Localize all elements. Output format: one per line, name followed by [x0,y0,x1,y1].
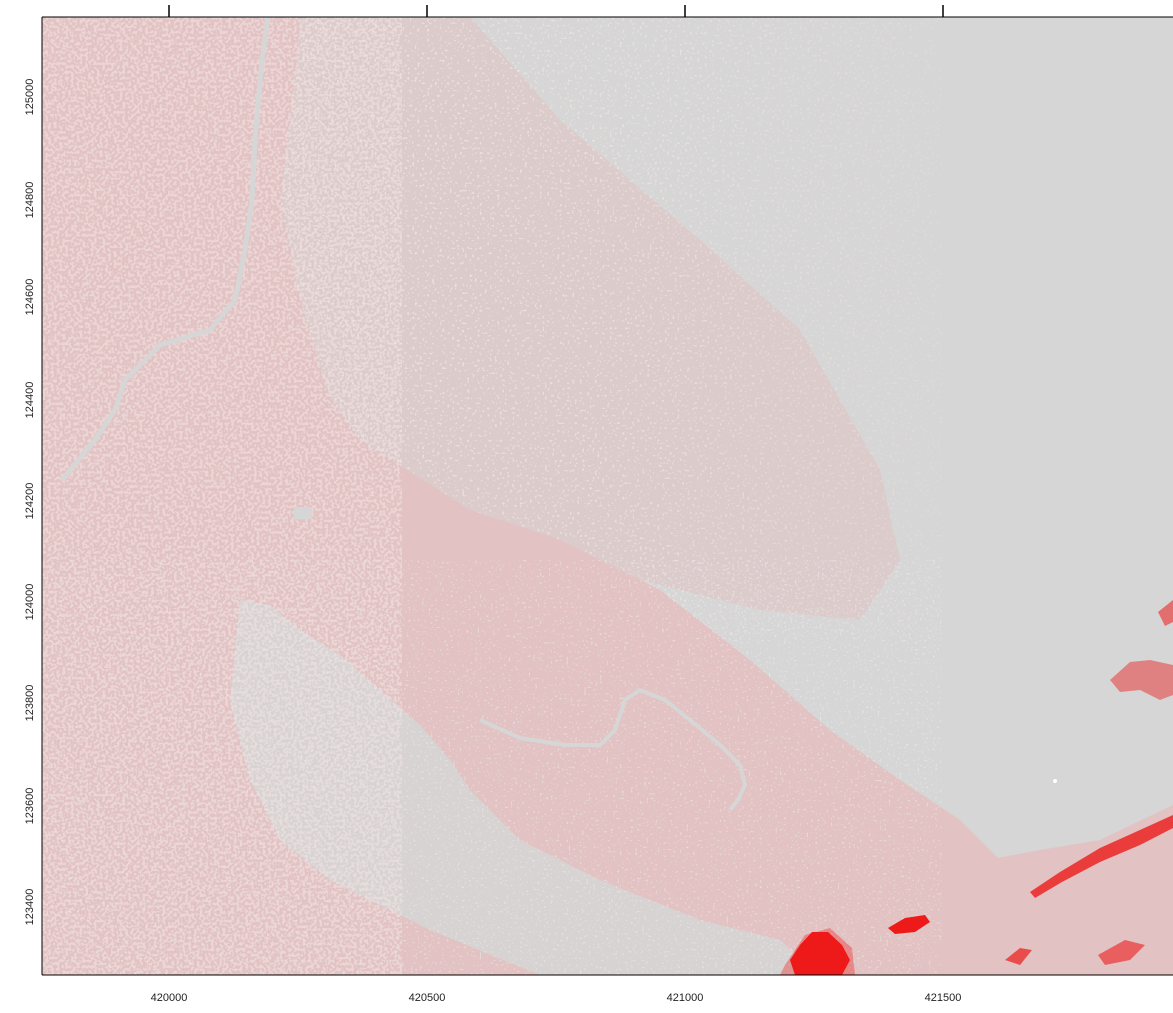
y-tick-label: 124200 [24,483,36,520]
y-tick-label: 124600 [24,279,36,316]
y-tick-label: 123400 [24,889,36,926]
y-tick-label: 125000 [24,79,36,116]
high-value-speck-east [1158,600,1173,626]
white-speck [1053,779,1057,783]
y-tick-label: 124800 [24,182,36,219]
high-value-streak-east [1030,815,1173,898]
y-tick-label: 124000 [24,584,36,621]
x-tick-label: 420000 [151,992,188,1004]
x-tick-label: 420500 [409,992,446,1004]
high-value-patch-se [1005,948,1032,965]
high-value-patch-se2 [1098,940,1145,965]
high-value-patch-east [1110,660,1173,700]
high-value-patch-south-halo [780,928,855,975]
y-axis-labels: 125000 124800 124600 124400 124200 12400… [24,79,36,926]
stream-line-west [60,17,271,482]
x-tick-label: 421500 [925,992,962,1004]
y-tick-label: 123800 [24,685,36,722]
high-value-patch-mid [888,915,930,934]
x-axis-labels: 420000 420500 421000 421500 [151,992,962,1004]
x-tick-label: 421000 [667,992,704,1004]
small-gray-patch [294,507,312,519]
top-ticks [168,5,944,17]
high-value-patch-south [790,932,850,975]
y-tick-label: 124400 [24,382,36,419]
pink-speckle-texture [42,17,402,975]
stream-line-meander [479,688,747,812]
y-tick-label: 123600 [24,788,36,825]
